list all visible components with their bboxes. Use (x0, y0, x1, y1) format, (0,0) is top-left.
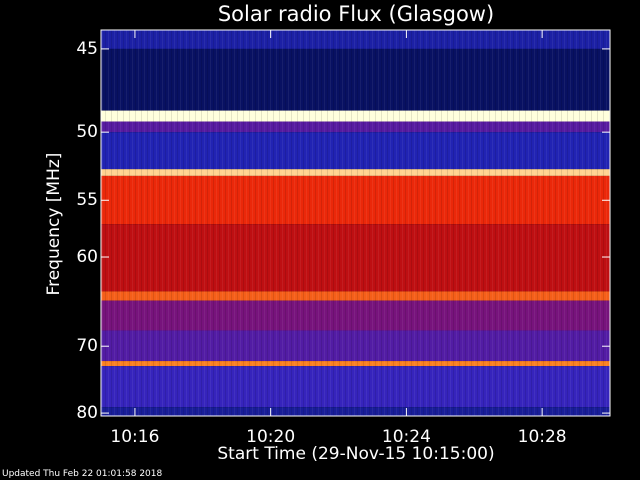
y-tick-label: 55 (76, 190, 98, 211)
y-tick-label: 70 (76, 336, 98, 357)
plot-frame (100, 29, 611, 417)
x-tick-label: 10:20 (246, 427, 296, 447)
y-tick-label: 80 (76, 403, 98, 424)
x-tick-label: 10:24 (381, 427, 431, 447)
x-tick-label: 10:16 (110, 427, 160, 447)
x-axis-ticks (134, 30, 543, 416)
x-tick-label: 10:28 (517, 427, 567, 447)
y-tick-label: 45 (76, 38, 98, 59)
y-tick-label: 60 (76, 247, 98, 268)
y-tick-label: 50 (76, 122, 98, 143)
x-axis-label: Start Time (29-Nov-15 10:15:00) (217, 444, 495, 464)
y-axis-label: Frequency [MHz] (44, 152, 64, 296)
spectrogram-texture (101, 30, 610, 416)
updated-timestamp: Updated Thu Feb 22 01:01:58 2018 (2, 469, 163, 479)
chart-title: Solar radio Flux (Glasgow) (217, 2, 495, 26)
y-axis-ticks (101, 48, 610, 414)
